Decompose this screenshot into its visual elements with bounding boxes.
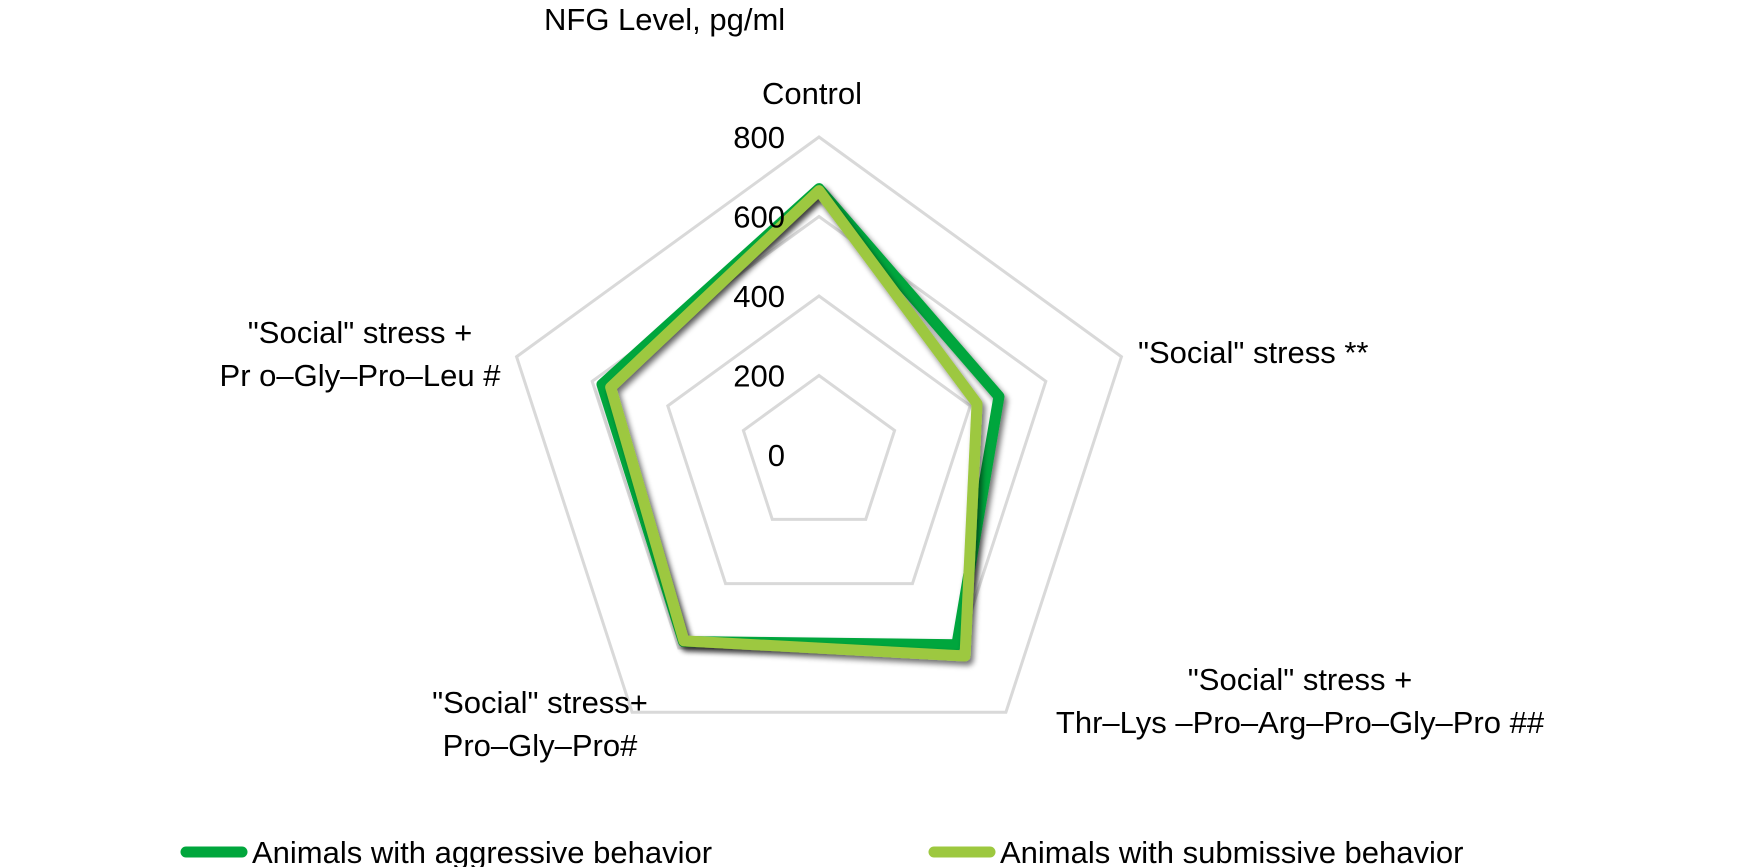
category-label: Pr o–Gly–Pro–Leu # [220, 358, 502, 393]
legend: Animals with aggressive behavior Animals … [180, 835, 1463, 867]
tick-label: 800 [733, 120, 785, 155]
grid-ring-800 [514, 135, 1124, 714]
category-label: "Social" stress ** [1138, 335, 1368, 370]
category-label: "Social" stress+ [432, 685, 648, 720]
tick-label: 600 [733, 200, 785, 235]
category-labels: Control "Social" stress ** "Social" stress… [220, 76, 1545, 763]
category-label: Control [762, 76, 862, 111]
category-label: Pro–Gly–Pro# [443, 728, 638, 763]
legend-label: Animals with aggressive behavior [252, 835, 712, 867]
tick-label: 0 [768, 438, 785, 473]
grid-ring-200 [741, 373, 897, 521]
category-label: "Social" stress + [248, 315, 472, 350]
radar-grid [514, 135, 1124, 714]
series-layer [596, 183, 1005, 662]
tick-label: 200 [733, 359, 785, 394]
tick-label: 400 [733, 279, 785, 314]
category-label: "Social" stress + [1188, 662, 1412, 697]
legend-label: Animals with submissive behavior [1000, 835, 1463, 867]
category-label: Thr–Lys –Pro–Arg–Pro–Gly–Pro ## [1056, 705, 1545, 740]
chart-title: NFG Level, pg/ml [544, 2, 785, 37]
tick-labels: 0 200 400 600 800 [733, 120, 785, 473]
grid-ring-400 [666, 294, 972, 586]
series-line-submissive [605, 185, 983, 662]
